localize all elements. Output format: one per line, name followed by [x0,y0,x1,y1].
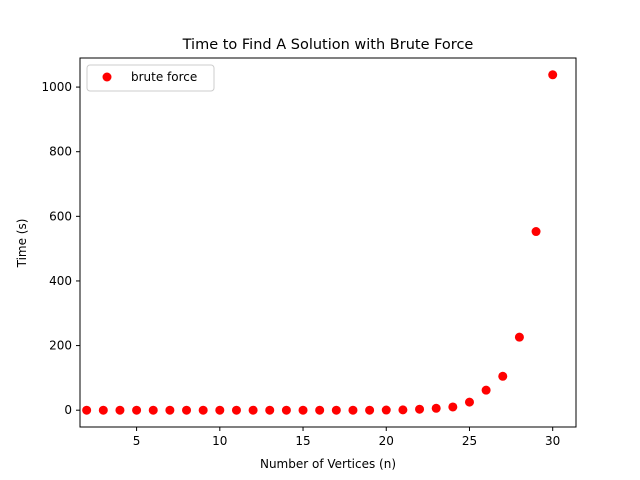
y-tick-label: 400 [49,274,72,288]
data-point [231,405,241,415]
x-tick-label: 10 [212,434,227,448]
data-point [498,371,508,381]
data-point [365,405,375,415]
data-point [215,405,225,415]
data-point [514,332,524,342]
y-tick-label: 1000 [41,80,72,94]
data-point [348,405,358,415]
y-tick-label: 600 [49,209,72,223]
legend-marker [102,72,112,82]
data-point [248,405,258,415]
x-axis-ticks: 5 10 15 20 25 30 [133,427,560,448]
x-tick-label: 30 [545,434,560,448]
data-point [182,405,192,415]
x-tick-label: 25 [462,434,477,448]
data-point [448,402,458,412]
data-point [132,405,142,415]
data-point [165,405,175,415]
legend: brute force [86,64,215,92]
chart-title: Time to Find A Solution with Brute Force [182,37,474,53]
data-point [198,405,208,415]
data-point [431,403,441,413]
data-point [148,405,158,415]
data-point [481,385,491,395]
x-tick-label: 5 [133,434,141,448]
legend-box [86,64,215,92]
data-point [315,405,325,415]
plot-area [79,57,577,428]
data-point [265,405,275,415]
data-point [98,405,108,415]
y-tick-label: 200 [49,339,72,353]
plot-frame [79,57,577,428]
data-points [82,70,558,415]
data-point [464,397,474,407]
data-point [531,227,541,237]
x-tick-label: 15 [295,434,310,448]
data-point [281,405,291,415]
x-axis-label: Number of Vertices (n) [260,457,396,471]
x-tick-label: 20 [379,434,394,448]
data-point [415,404,425,414]
data-point [548,70,558,80]
y-tick-label: 0 [64,403,72,417]
data-point [331,405,341,415]
y-axis-ticks: 0 200 400 600 800 1000 [41,80,80,417]
data-point [398,405,408,415]
data-point [381,405,391,415]
y-tick-label: 800 [49,145,72,159]
y-axis-label: Time (s) [15,219,29,269]
data-point [298,405,308,415]
data-point [115,405,125,415]
legend-label: brute force [131,70,197,84]
data-point [82,405,92,415]
